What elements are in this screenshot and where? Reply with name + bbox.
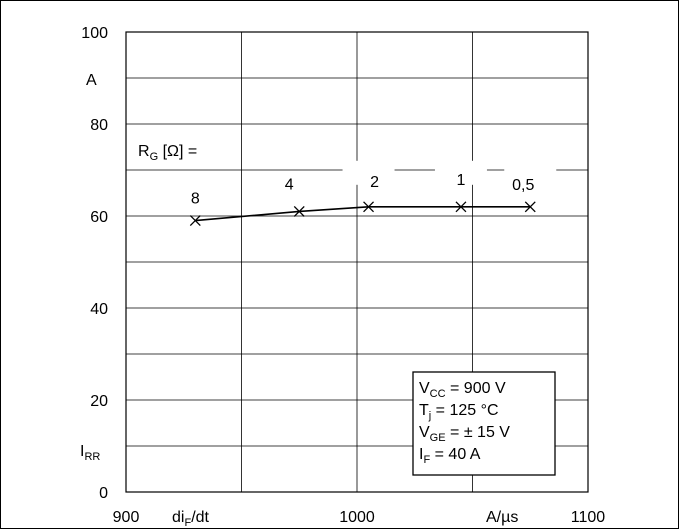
point-label: 8	[191, 191, 200, 208]
point-marker	[524, 201, 536, 213]
y-tick-label: 0	[99, 485, 108, 502]
x-tick-label: 900	[113, 509, 140, 526]
y-tick-label: 40	[90, 301, 108, 318]
point-marker	[363, 201, 375, 213]
point-marker	[455, 201, 467, 213]
point-label-background	[504, 160, 557, 185]
y-tick-label: 80	[90, 117, 108, 134]
y-tick-label: 60	[90, 209, 108, 226]
y-tick-labels: 0 20 40 60 80 100	[81, 25, 108, 502]
x-axis-label: diF/dt	[172, 509, 210, 529]
point-label-background	[342, 160, 395, 185]
x-tick-label: 1000	[339, 509, 375, 526]
condition-vge: VGE = ± 15 V	[419, 424, 510, 444]
x-unit-label: A/µs	[486, 509, 518, 526]
y-unit-label: A	[86, 72, 97, 89]
conditions-box-frame	[412, 371, 556, 476]
condition-vcc: VCC = 900 V	[419, 380, 506, 400]
point-label: 0,5	[512, 177, 534, 194]
rg-label: RG [Ω] =	[138, 143, 197, 163]
point-marker	[293, 205, 305, 217]
point-label: 4	[285, 176, 294, 193]
point-label-background	[434, 160, 487, 185]
x-tick-labels: 900 1000 1100	[113, 509, 606, 526]
point-label: 1	[456, 172, 465, 189]
conditions-box: VCC = 900 V Tj = 125 °C VGE = ± 15 V IF …	[412, 371, 556, 476]
y-tick-label: 100	[81, 25, 108, 42]
point-labels: 8 4 2 1 0,5	[191, 172, 535, 208]
x-tick-label: 1100	[571, 509, 606, 526]
condition-tj: Tj = 125 °C	[419, 402, 499, 422]
point-marker	[189, 215, 201, 227]
point-label-backgrounds	[342, 160, 557, 185]
y-tick-label: 20	[90, 393, 108, 410]
grid	[126, 32, 588, 492]
rg-label-background	[134, 136, 226, 164]
y-axis-label: IRR	[80, 443, 100, 463]
point-label: 2	[370, 174, 379, 191]
rg-label-group: RG [Ω] =	[134, 136, 226, 164]
condition-if: IF = 40 A	[419, 446, 481, 466]
plot-area	[125, 31, 589, 493]
point-markers	[189, 201, 536, 227]
